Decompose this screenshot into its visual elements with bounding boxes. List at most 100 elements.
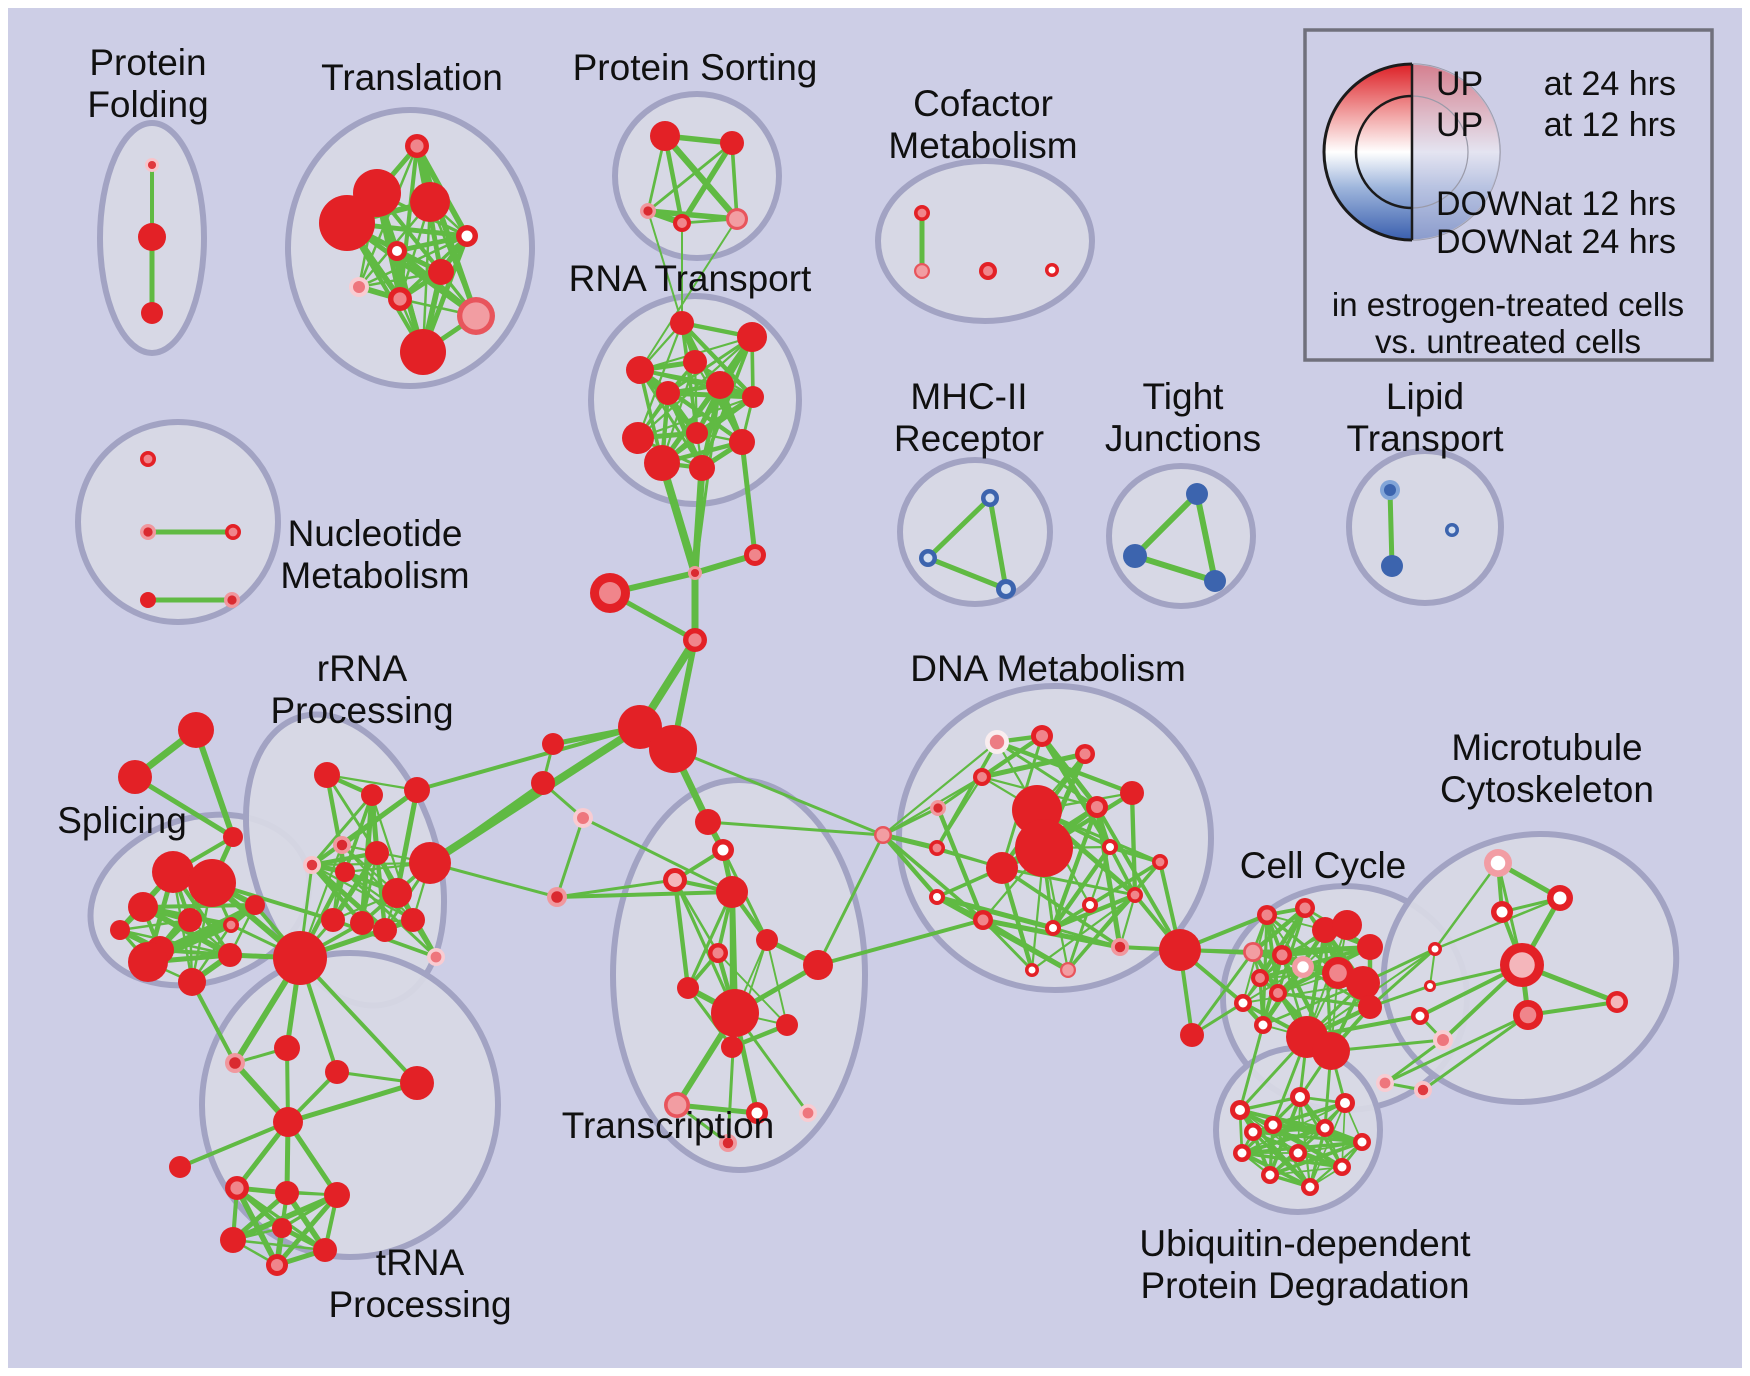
edge [1368, 947, 1437, 1009]
edge [1240, 1151, 1344, 1169]
edge [324, 772, 348, 875]
node-center [1329, 964, 1347, 982]
node-center [1090, 800, 1104, 814]
node-center [392, 246, 402, 256]
node [128, 942, 168, 982]
edge [274, 1192, 340, 1268]
node [273, 931, 327, 985]
node [178, 712, 214, 748]
cluster-nucleotide-metabolism-label: Nucleotide [288, 513, 463, 554]
edge [581, 816, 734, 894]
node-center [229, 1057, 241, 1069]
edge [1108, 845, 1137, 897]
node-center [1610, 995, 1624, 1009]
node [273, 1107, 303, 1137]
node-center [1427, 983, 1433, 989]
node [618, 705, 662, 749]
edge [679, 140, 735, 226]
node-center [270, 1258, 284, 1272]
edge [1066, 893, 1137, 972]
cluster-rna-transport-label: RNA Transport [569, 258, 812, 299]
node-center [748, 548, 762, 562]
node-center [1415, 1011, 1425, 1021]
cluster-rrna-processing-label: rRNA [317, 648, 408, 689]
legend-caption: vs. untreated cells [1375, 323, 1641, 360]
node [1312, 1032, 1350, 1070]
edge [934, 894, 1056, 931]
cluster-dna-metabolism-label: DNA Metabolism [910, 648, 1186, 689]
edge [374, 850, 388, 933]
node [649, 725, 697, 773]
node-center [1431, 945, 1439, 953]
node [275, 1181, 299, 1205]
node [677, 977, 699, 999]
node-center [1258, 1020, 1268, 1030]
node-center [1086, 901, 1094, 909]
edge [638, 368, 704, 470]
edge [190, 980, 237, 1065]
edge [1242, 966, 1304, 1004]
node [169, 1156, 191, 1178]
node-center [729, 211, 745, 227]
node [626, 356, 654, 384]
node-center [1235, 1105, 1245, 1115]
cluster-nucleotide-metabolism-label: Metabolism [280, 555, 469, 596]
node-center [983, 266, 993, 276]
cluster-splicing-label: Splicing [57, 800, 187, 841]
edge [325, 773, 419, 792]
node [274, 1035, 300, 1061]
node [128, 892, 158, 922]
edge [686, 890, 734, 990]
node [986, 852, 1018, 884]
edge [132, 774, 236, 840]
node-center [751, 1107, 763, 1119]
legend-item-time: at 12 hrs [1544, 185, 1676, 223]
edge [717, 952, 788, 1026]
node-center [667, 1095, 687, 1115]
cluster-cofactor-metabolism-ellipse [875, 158, 1095, 324]
node-center [1340, 1098, 1350, 1108]
legend-outer-ring-left [1322, 62, 1413, 242]
node [706, 371, 734, 399]
node-center [147, 160, 157, 170]
node [656, 381, 680, 405]
node [1357, 934, 1383, 960]
node [373, 918, 397, 942]
cluster-cofactor-metabolism-label: Cofactor [913, 83, 1053, 124]
node-center [932, 843, 942, 853]
node [720, 131, 744, 155]
edge [298, 956, 419, 1085]
node-center [1448, 526, 1456, 534]
cluster-trna-processing-label: tRNA [376, 1242, 465, 1283]
edge [881, 806, 940, 837]
node-center [933, 803, 943, 813]
node-center [306, 859, 318, 871]
node-center [1437, 1034, 1449, 1046]
node [321, 908, 345, 932]
node-center [985, 493, 995, 503]
edge [1251, 1126, 1327, 1134]
edge [1094, 804, 1123, 950]
node [365, 841, 389, 865]
cluster-microtubule-cytoskeleton-label: Microtubule [1451, 727, 1642, 768]
node [409, 842, 451, 884]
edge [555, 878, 677, 899]
cluster-trna-processing-label: Processing [328, 1284, 511, 1325]
edge [645, 208, 740, 222]
edge [555, 890, 734, 899]
cluster-transcription-label: Transcription [562, 1105, 774, 1146]
edge [935, 805, 986, 923]
node [245, 895, 265, 915]
node-center [1028, 966, 1036, 974]
cluster-lipid-transport-label: Transport [1347, 418, 1505, 459]
cluster-ubiquitin-degradation-label: Ubiquitin-dependent [1139, 1223, 1471, 1264]
node-center [722, 1137, 734, 1149]
node [272, 1218, 292, 1238]
node [188, 859, 236, 907]
node-center [461, 230, 473, 242]
cluster-rrna-processing-label: Processing [270, 690, 453, 731]
node-center [1106, 843, 1114, 851]
edge [636, 321, 684, 440]
node-center [1276, 949, 1288, 961]
